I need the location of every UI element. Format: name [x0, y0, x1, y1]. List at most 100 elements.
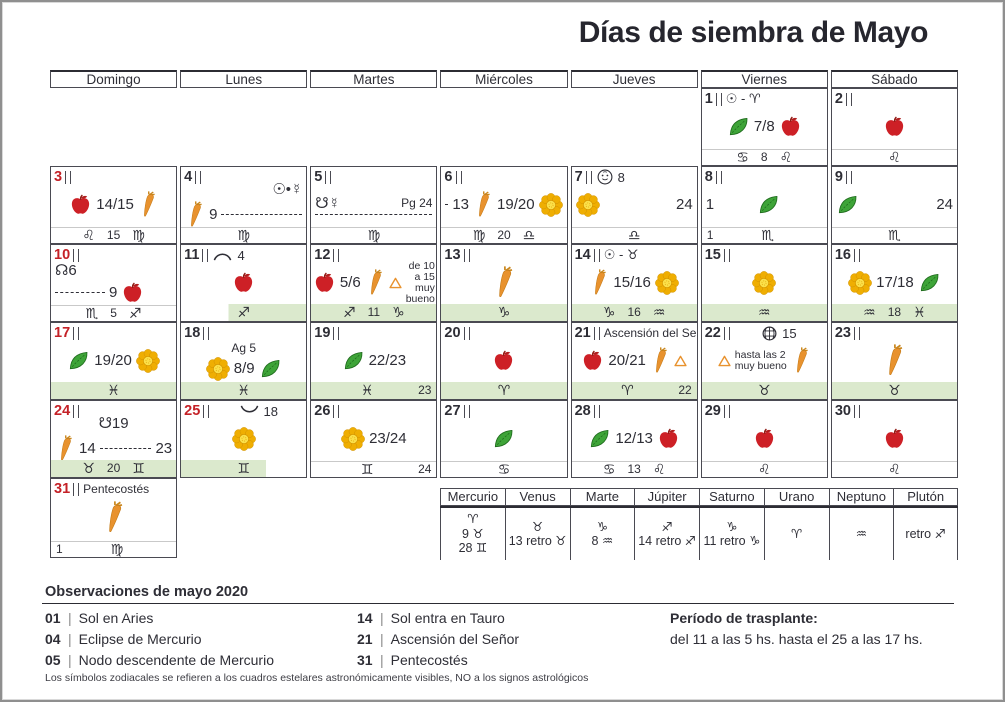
planet-header-mercurio: Mercurio: [440, 488, 505, 506]
day-number: 20: [444, 324, 461, 341]
observation-text: Ascensión del Señor: [390, 631, 520, 647]
zodiac-strip: ♓: [51, 382, 177, 399]
transition-hour: 22: [678, 383, 692, 397]
day-cell-content: [836, 418, 953, 459]
zodiac-sign: ♊: [132, 460, 145, 476]
planet-position: ♑ 11 retro ♑: [699, 508, 764, 560]
day-number-divider: [325, 170, 332, 184]
content-line: [836, 427, 953, 450]
content-line: 19/20: [55, 348, 172, 373]
planet-position: ♉ 13 retro ♉: [504, 508, 570, 560]
day-cell-content: [185, 262, 302, 303]
day-cell-header: 21 Ascensión del Señor: [572, 323, 697, 341]
cell-text: 23/24: [369, 430, 407, 447]
dashed-period-line: [99, 448, 152, 449]
leaf-icon: [588, 427, 611, 450]
content-line: [315, 214, 433, 215]
note-line: hasta las 2: [734, 348, 786, 361]
leaf-icon: [342, 349, 365, 372]
cell-text: 22/23: [368, 352, 407, 369]
day-cell-header: 4: [181, 167, 306, 185]
content-line: 12/13: [576, 427, 693, 450]
day-number-divider: [463, 326, 470, 340]
day-cell-header: 2: [832, 89, 957, 107]
zodiac-sign: ♋: [602, 461, 616, 477]
zodiac-strip: ♒ 18 ♓: [831, 304, 957, 321]
leaf-icon: [757, 193, 780, 216]
day-cell-20: 20 ♈: [440, 322, 568, 400]
day-cell-header: 18: [181, 323, 306, 341]
observation-item: 04 | Eclipse de Mercurio: [45, 629, 357, 650]
cell-text: Pg 24: [401, 196, 433, 210]
day-cell-content: Ag 5 8/9: [185, 340, 302, 381]
day-cell-content: [706, 262, 823, 303]
day-header-content: 4: [208, 248, 303, 263]
day-cell-16: 16 17/18 ♒ 18 ♓: [830, 244, 958, 322]
day-cell-content: 20/21: [576, 340, 693, 381]
day-number: 14: [574, 246, 591, 263]
day-number-divider: [593, 248, 600, 262]
day-cell-content: [445, 418, 562, 459]
apple-icon: [657, 427, 680, 450]
transition-hour: 18: [887, 305, 902, 319]
observation-separator: |: [68, 652, 72, 668]
zodiac-strip: ♍: [181, 227, 307, 243]
zodiac-sign: ♌: [888, 149, 901, 165]
day-cell-27: 27 ♋: [440, 400, 568, 478]
zodiac-strip: ♑ 16 ♒: [571, 304, 697, 321]
zodiac-strip: 1 ♍: [51, 541, 177, 557]
cell-text: ☉ - ♉: [603, 247, 639, 262]
cell-text: 14: [79, 440, 96, 457]
transplant-info: Período de trasplante: del 11 a las 5 hs…: [670, 608, 954, 671]
day-cell-content: 14/15: [55, 184, 172, 225]
day-cell-8: 8 1 1 ♏: [700, 166, 828, 244]
day-number-divider: [845, 92, 852, 106]
day-number: 2: [834, 90, 843, 107]
zodiac-sign: ♍: [237, 227, 250, 243]
day-cell-header: 8: [702, 167, 827, 185]
zodiac-strip: ♒: [701, 304, 827, 321]
planet-position-line: 8 ♒: [591, 534, 614, 548]
observation-day: 14: [357, 610, 373, 626]
content-line: [836, 115, 953, 138]
footnote: Los símbolos zodiacales se refieren a lo…: [45, 672, 589, 684]
day-number: 9: [834, 168, 843, 185]
day-number-divider: [593, 404, 600, 418]
observation-separator: |: [68, 631, 72, 647]
cell-text: 8: [617, 169, 625, 185]
day-number-divider: [853, 326, 860, 340]
carrot-icon: [104, 500, 124, 533]
content-line: 15/16: [576, 268, 693, 298]
transition-hour: 15: [106, 228, 121, 242]
transition-hour: 16: [627, 305, 641, 319]
day-cell-4: 4 ☉•☿ 9 ♍: [180, 166, 308, 244]
day-number: 17: [54, 324, 71, 341]
content-line: ☊6: [55, 261, 172, 279]
note-text: hasta las 2 muy bueno: [734, 348, 787, 372]
apple-icon: [779, 115, 802, 138]
planet-position-line: 9 ♉: [462, 526, 484, 541]
cell-text: ☉•☿: [272, 180, 303, 198]
day-cell-content: ☋19 14 23: [55, 415, 172, 461]
leaf-icon: [727, 115, 750, 138]
note-line: de 10 a 15: [408, 259, 435, 283]
observation-item: 31 | Pentecostés: [357, 650, 670, 671]
day-cell-content: 7/8: [706, 106, 823, 147]
day-number: 12: [314, 246, 331, 263]
content-line: 17/18: [836, 270, 953, 295]
zodiac-sign: ♑: [602, 304, 616, 320]
leaf-icon: [918, 271, 941, 294]
flower-icon: [848, 270, 872, 295]
transition-hour: 1: [706, 228, 714, 242]
observation-day: 31: [357, 652, 373, 668]
content-line: 24: [836, 193, 953, 216]
day-number-divider: [853, 404, 860, 418]
cell-text: 13: [452, 196, 470, 213]
cell-text: ☋☿: [315, 195, 340, 212]
cell-text: ☊6: [55, 262, 77, 279]
zodiac-sign: ♐: [343, 304, 356, 320]
day-cell-content: [445, 340, 562, 381]
zodiac-strip: ♌: [831, 149, 957, 165]
observation-day: 05: [45, 652, 61, 668]
observation-text: Nodo descendente de Mercurio: [78, 652, 274, 668]
